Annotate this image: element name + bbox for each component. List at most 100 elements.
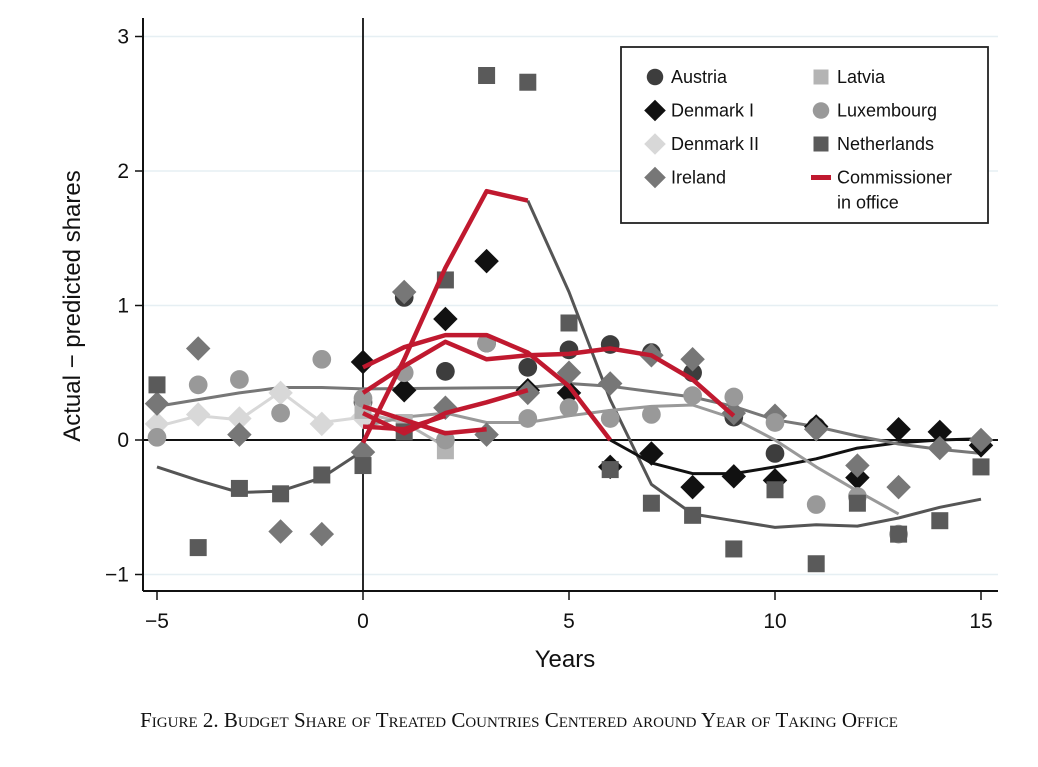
- marker-denmark-i: [927, 419, 953, 445]
- marker-luxembourg: [353, 388, 373, 408]
- x-tick-label: −5: [145, 610, 169, 633]
- x-tick-label: 5: [563, 610, 575, 633]
- marker-netherlands: [189, 539, 207, 557]
- marker-denmark-ii: [309, 411, 335, 437]
- marker-netherlands: [313, 466, 331, 484]
- marker-denmark-i: [474, 248, 499, 274]
- marker-austria: [518, 358, 538, 377]
- marker-netherlands: [848, 494, 866, 512]
- marker-denmark-i: [680, 474, 705, 500]
- marker-luxembourg: [559, 398, 579, 418]
- marker-netherlands: [807, 555, 825, 573]
- legend-label: in office: [837, 193, 899, 213]
- marker-austria: [436, 362, 455, 381]
- marker-ireland: [680, 347, 705, 372]
- marker-luxembourg: [806, 495, 826, 514]
- marker-ireland: [515, 380, 541, 406]
- legend-swatch-latvia: [813, 69, 829, 85]
- marker-luxembourg: [765, 413, 785, 432]
- commissioner-lines: [360, 188, 736, 444]
- y-tick-label: 0: [117, 429, 129, 452]
- chart: −1 0 1 2 3 −5 0 5 10 15 Years Actual − predicted …: [59, 18, 998, 673]
- marker-denmark-i: [433, 306, 458, 332]
- figure-caption: Figure 2. Budget Share of Treated Countr…: [140, 708, 898, 732]
- y-tick-label: −1: [105, 564, 129, 587]
- marker-denmark-i: [350, 349, 376, 375]
- marker-luxembourg: [271, 403, 290, 423]
- marker-netherlands: [478, 67, 496, 85]
- marker-netherlands: [519, 73, 537, 91]
- marker-luxembourg: [147, 427, 167, 447]
- commissioner-line: [362, 332, 612, 442]
- series-line-denmark-ii: [156, 390, 364, 429]
- x-tick-label: 0: [357, 610, 369, 633]
- y-tick-label: 3: [117, 26, 129, 49]
- legend-label: Denmark I: [671, 101, 754, 121]
- marker-denmark-i: [886, 417, 911, 442]
- marker-luxembourg: [188, 375, 208, 395]
- legend-label: Netherlands: [837, 134, 934, 154]
- marker-ireland: [968, 427, 994, 453]
- marker-ireland: [268, 519, 293, 544]
- y-tick-label: 1: [117, 295, 129, 318]
- marker-luxembourg: [642, 405, 661, 424]
- axes: [135, 18, 998, 600]
- x-axis-title: Years: [535, 646, 596, 673]
- marker-luxembourg: [683, 386, 702, 405]
- marker-ireland: [886, 474, 911, 500]
- marker-denmark-i: [556, 380, 582, 406]
- marker-luxembourg: [436, 430, 455, 450]
- marker-luxembourg: [724, 387, 744, 407]
- legend-swatch-denmark-i: [644, 99, 666, 122]
- marker-netherlands: [354, 457, 372, 475]
- commissioner-line: [362, 404, 487, 436]
- marker-netherlands: [684, 506, 702, 524]
- marker-netherlands: [890, 525, 908, 543]
- y-axis-title: Actual − predicted shares: [59, 170, 86, 442]
- marker-ireland: [144, 391, 170, 416]
- commissioner-line: [361, 339, 736, 418]
- marker-netherlands: [560, 314, 578, 332]
- marker-ireland: [227, 422, 252, 447]
- marker-netherlands: [642, 494, 660, 512]
- legend-label: Ireland: [671, 168, 726, 188]
- marker-netherlands: [230, 479, 248, 497]
- legend-label: Austria: [671, 67, 728, 87]
- marker-denmark-ii: [268, 380, 293, 406]
- commissioner-line: [360, 188, 529, 444]
- marker-denmark-i: [391, 377, 417, 403]
- marker-ireland: [927, 435, 953, 461]
- marker-netherlands: [931, 512, 949, 530]
- legend-swatch-ireland: [644, 166, 666, 189]
- marker-ireland: [803, 417, 829, 442]
- legend-label: Commissioner: [837, 168, 952, 188]
- marker-luxembourg: [600, 409, 620, 428]
- marker-netherlands: [272, 485, 290, 503]
- series-line-netherlands: [156, 449, 364, 494]
- marker-ireland: [597, 371, 623, 396]
- legend-box: [620, 46, 989, 224]
- y-tick-label: 2: [117, 160, 129, 183]
- marker-luxembourg: [518, 409, 538, 428]
- legend-label: Denmark II: [671, 134, 759, 154]
- marker-ireland: [474, 422, 499, 447]
- marker-ireland: [185, 336, 211, 361]
- marker-ireland: [391, 279, 417, 305]
- marker-luxembourg: [312, 349, 332, 369]
- marker-netherlands: [972, 458, 990, 476]
- marker-denmark-ii: [144, 411, 170, 437]
- legend: Austria Denmark I Denmark II Ireland Latvia L…: [620, 46, 989, 224]
- series-line-denmark-i: [609, 437, 982, 476]
- marker-netherlands: [148, 376, 166, 394]
- marker-ireland: [309, 521, 335, 547]
- legend-swatch-austria: [646, 68, 664, 86]
- commissioner-line: [362, 413, 447, 432]
- legend-swatch-netherlands: [813, 136, 829, 152]
- marker-denmark-i: [639, 441, 664, 466]
- marker-ireland: [845, 453, 870, 478]
- marker-denmark-ii: [227, 406, 252, 431]
- tick-labels: −1 0 1 2 3 −5 0 5 10 15: [105, 26, 993, 634]
- marker-denmark-ii: [185, 402, 211, 427]
- legend-swatch-luxembourg: [812, 102, 830, 119]
- x-tick-label: 15: [969, 610, 992, 633]
